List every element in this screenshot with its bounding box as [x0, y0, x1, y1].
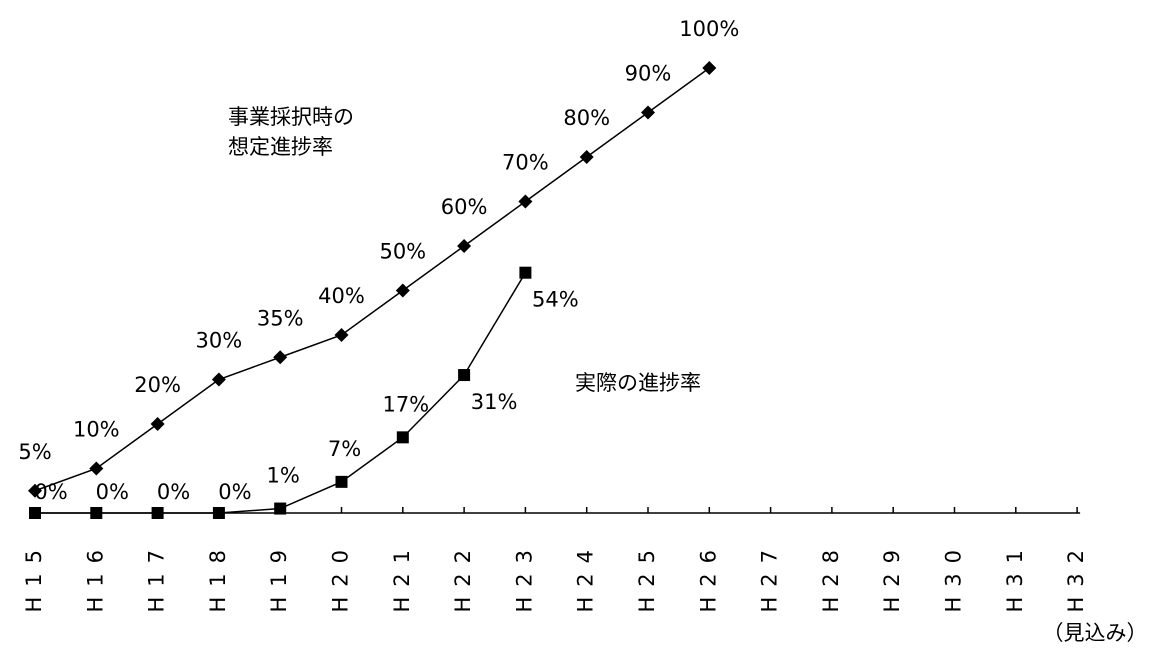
- data-label: 31%: [471, 390, 518, 414]
- marker: [29, 507, 41, 519]
- x-tick-label: H25: [635, 540, 659, 613]
- data-label: 30%: [196, 329, 243, 353]
- data-label: 40%: [318, 284, 365, 308]
- data-label: 90%: [625, 62, 672, 86]
- marker: [151, 507, 164, 519]
- x-tick-label: H20: [329, 540, 353, 613]
- marker: [28, 483, 42, 498]
- data-label: 5%: [18, 440, 51, 464]
- marker: [702, 61, 717, 75]
- x-tick-label: H21: [390, 540, 414, 613]
- marker: [150, 417, 165, 431]
- x-tick-label: H30: [942, 540, 966, 613]
- series-label: 実際の進捗率: [575, 371, 701, 395]
- data-label: 1%: [267, 464, 300, 488]
- series-line: [34, 67, 710, 492]
- marker: [274, 502, 287, 515]
- x-tick-label: H28: [819, 540, 843, 613]
- data-label: 60%: [441, 195, 488, 219]
- x-tick-label: H19: [267, 540, 291, 613]
- marker: [395, 283, 410, 298]
- data-label: 7%: [328, 437, 361, 461]
- x-tick-label: H23: [512, 540, 536, 613]
- data-label: 10%: [73, 418, 120, 442]
- data-label: 35%: [257, 306, 304, 330]
- annotation: （見込み）: [1043, 621, 1148, 645]
- marker: [518, 194, 533, 209]
- data-label: 70%: [502, 151, 549, 175]
- data-label: 0%: [96, 480, 129, 504]
- series-label: 事業採択時の 想定進捗率: [228, 105, 354, 159]
- x-tick-label: H27: [758, 540, 782, 613]
- data-label: 0%: [34, 480, 67, 504]
- x-tick-label: H29: [880, 540, 904, 613]
- marker: [273, 350, 288, 365]
- marker: [396, 431, 409, 444]
- marker: [211, 372, 226, 387]
- x-tick-label: H15: [22, 540, 46, 613]
- x-tick-label: H22: [451, 540, 475, 613]
- marker: [334, 328, 349, 342]
- data-label: 80%: [563, 106, 610, 130]
- marker: [89, 461, 104, 476]
- x-tick-label: H24: [574, 540, 598, 613]
- data-label: 20%: [134, 373, 181, 397]
- data-label: 100%: [679, 17, 739, 41]
- x-tick-label: H17: [145, 540, 169, 613]
- marker: [90, 507, 103, 519]
- data-label: 50%: [379, 240, 426, 264]
- marker: [212, 507, 225, 519]
- x-tick-label: H18: [206, 540, 230, 613]
- marker: [519, 266, 532, 279]
- marker: [579, 150, 594, 164]
- marker: [641, 105, 655, 120]
- x-tick-label: H16: [83, 540, 107, 613]
- marker: [335, 475, 348, 488]
- data-label: 54%: [532, 288, 579, 312]
- x-tick-label: H32: [1064, 540, 1088, 613]
- x-tick-label: H26: [696, 540, 720, 613]
- data-label: 0%: [218, 480, 251, 504]
- marker: [457, 239, 472, 253]
- data-label: 0%: [157, 480, 190, 504]
- marker: [458, 369, 471, 382]
- data-label: 17%: [382, 392, 429, 416]
- x-tick-label: H31: [1003, 540, 1027, 613]
